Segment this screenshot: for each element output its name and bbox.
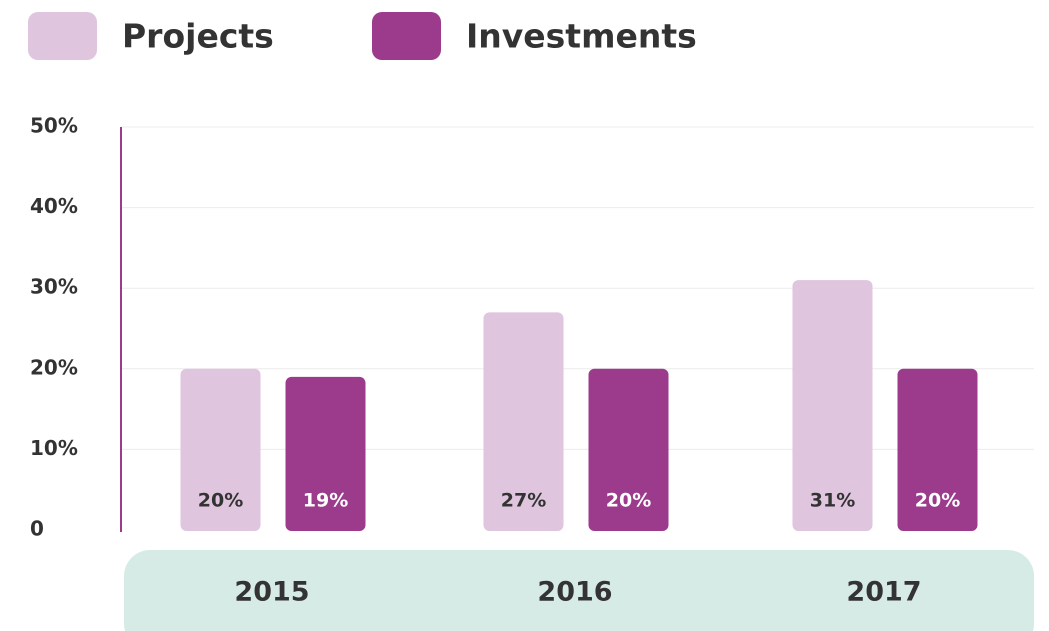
category-band — [124, 550, 1034, 631]
value-label: 20% — [915, 490, 960, 512]
y-tick-label: 40% — [30, 194, 78, 218]
x-tick-label: 2017 — [846, 577, 921, 608]
bar — [792, 280, 873, 531]
x-tick-label: 2015 — [234, 577, 309, 608]
legend-label: Investments — [466, 17, 697, 56]
legend-swatch — [28, 12, 97, 60]
y-tick-label: 0 — [30, 517, 44, 541]
y-tick-label: 20% — [30, 355, 78, 379]
bar — [897, 368, 978, 531]
bar — [588, 368, 669, 531]
legend-swatch — [372, 12, 441, 60]
value-label: 19% — [303, 490, 348, 512]
bar — [483, 312, 564, 531]
y-tick-label: 30% — [30, 275, 78, 299]
value-label: 27% — [501, 490, 546, 512]
x-tick-label: 2016 — [537, 577, 612, 608]
y-tick-label: 50% — [30, 114, 78, 138]
bar — [285, 376, 366, 531]
y-tick-label: 10% — [30, 436, 78, 460]
value-label: 20% — [198, 490, 243, 512]
value-label: 31% — [810, 490, 855, 512]
value-label: 20% — [606, 490, 651, 512]
legend-label: Projects — [122, 17, 274, 56]
bar — [180, 368, 261, 531]
